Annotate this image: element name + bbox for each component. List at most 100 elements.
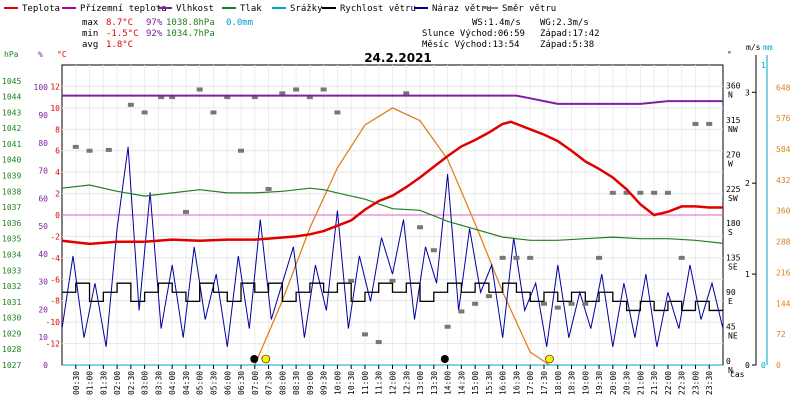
legend-label-1: Přízemní teplota (80, 4, 167, 14)
tick-c: -6 (50, 275, 60, 284)
wind-dir-point (664, 190, 671, 195)
wind-dir-point (265, 186, 272, 191)
tick-dir-deg: 90 (726, 288, 736, 297)
tick-time: 11:00 (361, 371, 370, 395)
wind-dir-point (279, 91, 286, 96)
tick-hpa: 1043 (2, 108, 21, 117)
stat-max-label: max (82, 18, 99, 28)
tick-time: 09:30 (320, 371, 329, 395)
wind-dir-point (361, 332, 368, 337)
tick-time: 22:00 (664, 371, 673, 395)
tick-dir-deg: 180 (726, 219, 741, 228)
moonrise-marker (440, 355, 449, 363)
stat-max-temp: 8.7°C (106, 18, 133, 28)
wind-dir-point (582, 301, 589, 306)
tick-ms: 3 (745, 88, 750, 97)
tick-c: 10 (50, 104, 60, 113)
tick-time: 10:00 (333, 371, 342, 395)
tick-solar: 432 (776, 176, 791, 185)
tick-pct: 10 (38, 333, 48, 342)
wind-dir-point (637, 190, 644, 195)
tick-dir-deg: 135 (726, 254, 741, 263)
tick-hpa: 1031 (2, 298, 21, 307)
tick-dir-deg: 225 (726, 185, 741, 194)
tick-c: 6 (55, 147, 60, 156)
wind-dir-point (334, 110, 341, 115)
wind-dir-point (105, 147, 112, 152)
tick-c: -10 (46, 318, 61, 327)
tick-time: 15:00 (471, 371, 480, 395)
tick-time: 14:30 (457, 371, 466, 395)
series-solar (254, 107, 550, 366)
tick-mm: 1 (761, 61, 766, 70)
tick-dir-deg: 270 (726, 150, 741, 159)
tick-time: 17:00 (526, 371, 535, 395)
chart-title: 24.2.2021 (364, 51, 432, 65)
y-axes: 1045104410431042104110401039103810371036… (2, 55, 791, 375)
info-moon: Měsíc Východ:13:54 (422, 40, 520, 50)
wind-dir-point (417, 225, 424, 230)
axis-mm-label: mm (763, 43, 773, 52)
stat-max-press: 1038.8hPa (166, 18, 215, 28)
tick-hpa: 1030 (2, 314, 21, 323)
axis-deg-label: ° (727, 50, 732, 59)
tick-dir-label: NE (728, 332, 738, 341)
wind-dir-point (293, 87, 300, 92)
tick-pct: 100 (34, 83, 49, 92)
tick-time: 18:30 (568, 371, 577, 395)
tick-time: 06:00 (223, 371, 232, 395)
tick-hpa: 1039 (2, 172, 21, 181)
tick-dir-label: SE (728, 263, 738, 272)
tick-time: 07:30 (265, 371, 274, 395)
wind-dir-point (320, 87, 327, 92)
wind-dir-point (499, 255, 506, 260)
legend-label-7: Směr větru (502, 4, 556, 14)
tick-hpa: 1038 (2, 187, 21, 196)
tick-time: 16:30 (512, 371, 521, 395)
info-ws: WS:1.4m/s (472, 18, 521, 28)
sunset-marker (545, 354, 554, 364)
wind-dir-point (485, 294, 492, 299)
tick-time: 19:30 (595, 371, 604, 395)
tick-pct: 80 (38, 139, 48, 148)
tick-time: 03:30 (154, 371, 163, 395)
tick-c: 8 (55, 125, 60, 134)
tick-c: 2 (55, 190, 60, 199)
tick-solar: 360 (776, 207, 791, 216)
tick-ms: 1 (745, 270, 750, 279)
wind-dir-point (72, 144, 79, 149)
legend-label-0: Teplota (22, 4, 60, 14)
info-sunset: Západ:17:42 (540, 29, 600, 39)
legend-label-3: Tlak (240, 4, 262, 14)
tick-time: 04:00 (168, 371, 177, 395)
wind-dir-point (430, 248, 437, 253)
tick-dir-label: SW (728, 194, 738, 203)
legend-label-6: Náraz větru (432, 4, 492, 14)
wind-dir-point (527, 255, 534, 260)
tick-time: 12:00 (389, 371, 398, 395)
tick-dir-deg: 0 (726, 357, 731, 366)
tick-pct: 40 (38, 250, 48, 259)
series-pressure (61, 184, 724, 244)
wind-dir-point (706, 121, 713, 126)
tick-solar: 288 (776, 238, 791, 247)
tick-time: 05:30 (209, 371, 218, 395)
legend-label-5: Rychlost větru (340, 4, 416, 14)
tick-dir-deg: 45 (726, 323, 736, 332)
axis-pct-label: % (38, 50, 43, 59)
tick-c: -12 (46, 340, 61, 349)
moonset-marker (250, 355, 259, 363)
tick-hpa: 1041 (2, 140, 21, 149)
tick-time: 03:00 (141, 371, 150, 395)
tick-time: 22:30 (678, 371, 687, 395)
stat-min-label: min (82, 29, 98, 39)
plot-area (61, 64, 724, 366)
tick-time: 13:00 (416, 371, 425, 395)
tick-time: 23:00 (691, 371, 700, 395)
tick-ms: 2 (745, 179, 750, 188)
tick-solar: 648 (776, 83, 791, 92)
tick-time: 15:30 (485, 371, 494, 395)
tick-hpa: 1042 (2, 124, 21, 133)
tick-hpa: 1045 (2, 77, 21, 86)
